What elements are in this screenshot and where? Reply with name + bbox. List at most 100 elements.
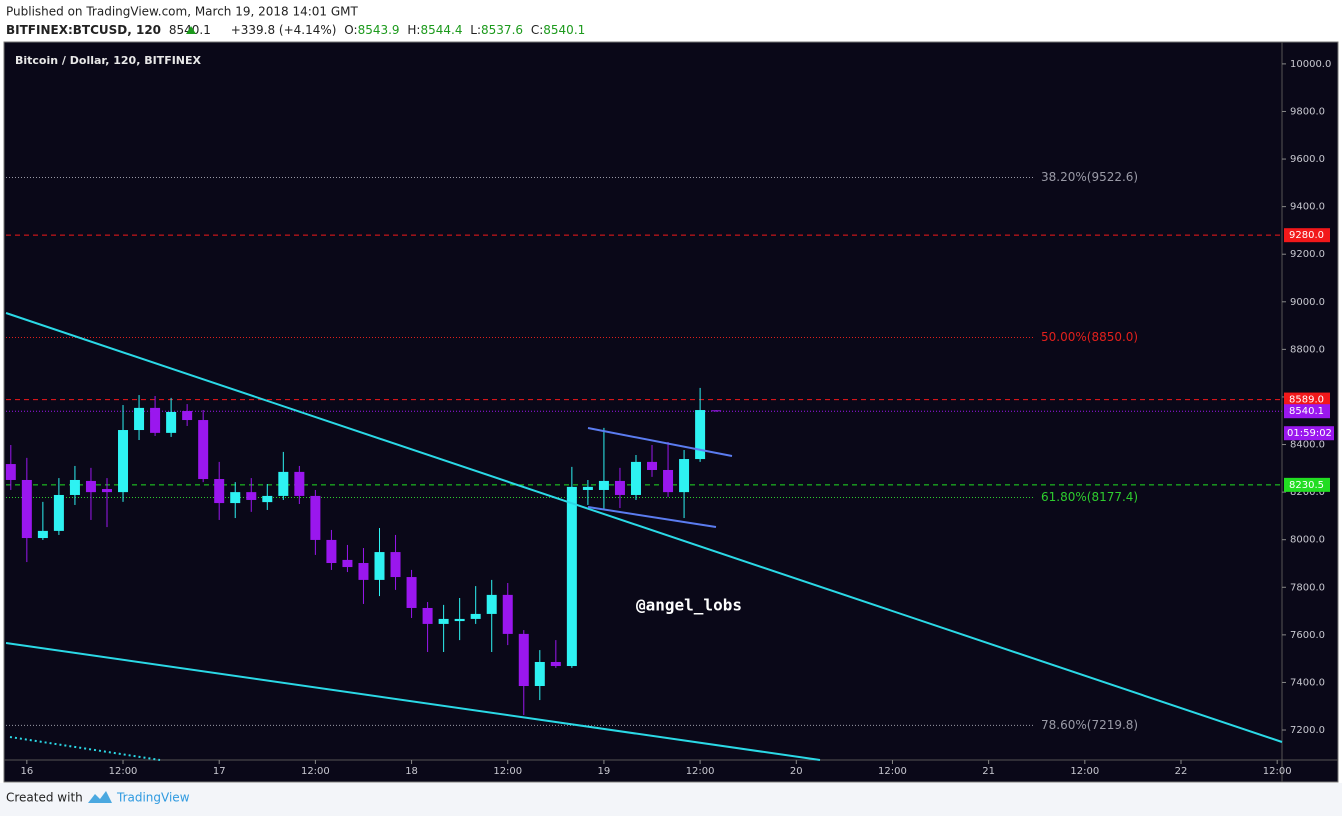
y-tick-label: 7200.0 [1290,725,1325,736]
ohlc-value: 8543.9 [358,23,400,37]
candle-body [518,633,529,687]
candle-body [182,410,193,421]
y-tick-label: 9200.0 [1290,249,1325,260]
price-tag [1284,392,1330,407]
y-tick-label: 8800.0 [1290,344,1325,355]
candle-body [663,469,674,493]
candle-body [390,552,401,578]
countdown-tag [1284,426,1334,441]
candle-body [374,552,385,580]
trend-line-dotted [9,736,161,761]
candle-body [5,464,16,480]
fib-label: 61.80%(8177.4) [1041,490,1138,504]
fib-label: 38.20%(9522.6) [1041,170,1138,184]
channel-line [587,427,733,457]
candle-body [695,410,706,460]
price-tag [1284,477,1330,492]
symbol-line: BITFINEX:BTCUSD, 120 8540.1 +339.8 (+4.1… [6,23,585,37]
candle-body [534,661,545,687]
candle-body [438,618,449,624]
candle-body [118,430,129,493]
candle-body [278,471,289,496]
price-tag-label: 8540.1 [1289,406,1324,417]
y-tick-label: 10000.0 [1290,59,1331,70]
candle-body [150,407,161,433]
candle-body [454,618,465,622]
y-tick-label: 7800.0 [1290,582,1325,593]
candle-body [134,407,145,431]
countdown-label: 01:59:02 [1287,428,1332,439]
candle-body [101,489,112,493]
candle-body [326,539,337,564]
candle-body [470,613,481,619]
candle-body [69,479,80,495]
chart-frame [3,41,1339,783]
candle-body [342,559,353,568]
candle-body [406,577,417,608]
candle-body [679,459,690,493]
candle-body [358,563,369,580]
published-line: Published on TradingView.com, March 19, … [6,5,359,19]
drawings [5,312,1283,761]
candle-body [246,492,257,500]
chart-title: Bitcoin / Dollar, 120, BITFINEX [15,54,202,67]
price-tag [1284,228,1330,243]
x-tick-label: 16 [20,766,33,777]
x-tick-label: 12:00 [1263,766,1292,777]
y-tick-label: 8200.0 [1290,487,1325,498]
ohlc-value: 8544.4 [420,23,462,37]
x-tick-label: 12:00 [493,766,522,777]
x-tick-label: 12:00 [109,766,138,777]
candle-body [21,479,32,539]
candle-body [198,420,209,480]
x-tick-label: 12:00 [1070,766,1099,777]
y-tick-label: 9400.0 [1290,202,1325,213]
footer-brand[interactable]: TradingView [116,791,190,805]
x-tick-label: 19 [598,766,611,777]
candle-body [262,495,273,503]
trend-line [5,642,821,761]
x-tick-label: 17 [213,766,226,777]
candle-body [166,411,177,433]
ohlc-label: C: [531,23,543,37]
y-tick-label: 9000.0 [1290,297,1325,308]
candle-body [711,410,722,412]
symbol: BITFINEX:BTCUSD, 120 [6,23,161,37]
candle-body [53,494,64,531]
fib-label: 78.60%(7219.8) [1041,718,1138,732]
footer-text: Created with [6,791,83,805]
candle-body [630,461,641,495]
candle-body [294,471,305,496]
candle-body [230,492,241,504]
candle-body [214,479,225,504]
x-tick-label: 22 [1175,766,1188,777]
candle-body [647,461,658,470]
y-tick-label: 8400.0 [1290,440,1325,451]
up-arrow [186,26,196,34]
ohlc-label: O: [344,23,357,37]
candle-body [598,480,609,490]
x-tick-label: 20 [790,766,803,777]
footer-bg [0,783,1342,816]
y-tick-label: 9600.0 [1290,154,1325,165]
channel-line [587,506,717,528]
candle-body [310,495,321,540]
price-tag-label: 8230.5 [1289,480,1324,491]
candle-body [486,594,497,614]
fib-label: 50.00%(8850.0) [1041,330,1138,344]
ohlc-label: L: [470,23,481,37]
candle-body [614,480,625,495]
change: +339.8 (+4.14%) [231,23,337,37]
logo [88,791,112,803]
ohlc-value: 8540.1 [543,23,585,37]
price-tag-label: 8589.0 [1289,395,1324,406]
candle-body [550,661,561,667]
price-tag [1284,404,1330,419]
ohlc-value: 8537.6 [481,23,523,37]
candle-body [582,486,593,490]
candle-body [85,480,96,493]
x-tick-label: 12:00 [686,766,715,777]
x-tick-label: 18 [405,766,418,777]
x-tick-label: 12:00 [878,766,907,777]
